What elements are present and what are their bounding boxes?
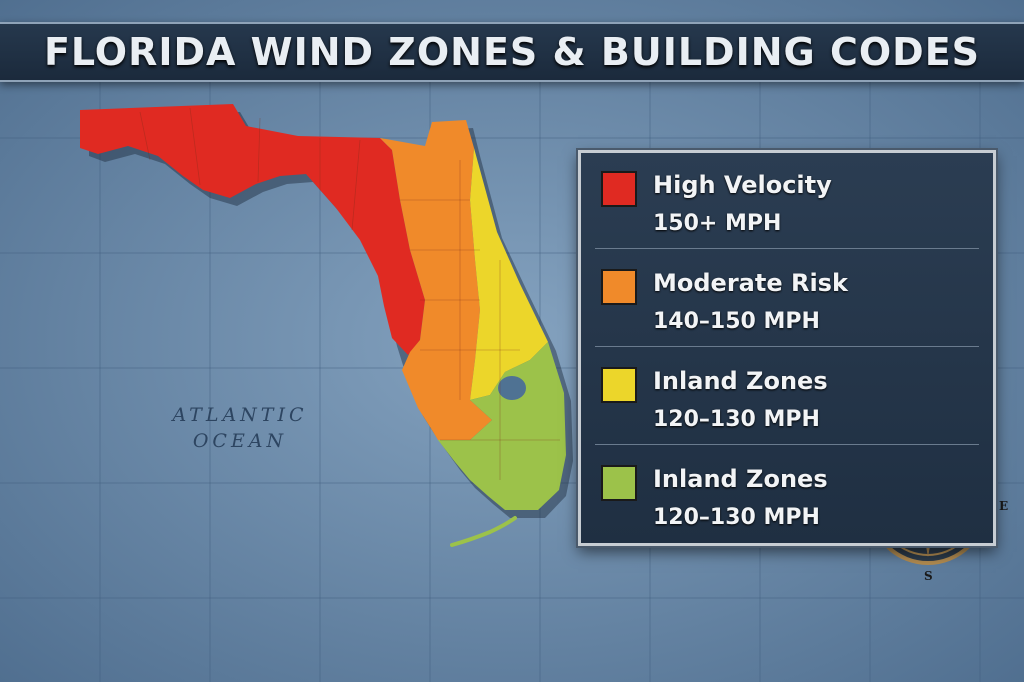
legend-label: Inland Zones	[653, 465, 828, 493]
compass-east-label: E	[999, 499, 1009, 513]
legend-panel: High Velocity 150+ MPH Moderate Risk 140…	[576, 148, 998, 548]
legend-swatch	[601, 171, 637, 207]
ocean-label-line-2: OCEAN	[192, 430, 288, 452]
legend-speed: 120–130 MPH	[653, 505, 820, 530]
legend-swatch	[601, 269, 637, 305]
legend-divider	[595, 248, 979, 249]
legend-item-inland-zones-yellow: Inland Zones 120–130 MPH	[581, 349, 993, 445]
legend-swatch	[601, 465, 637, 501]
legend-label: Inland Zones	[653, 367, 828, 395]
legend-label: Moderate Risk	[653, 269, 848, 297]
florida-map	[80, 104, 573, 547]
legend-item-inland-zones-green: Inland Zones 120–130 MPH	[581, 447, 993, 543]
zone-moderate-risk	[380, 120, 492, 440]
legend-swatch	[601, 367, 637, 403]
legend-label: High Velocity	[653, 171, 832, 199]
compass-south-label: S	[924, 569, 933, 583]
legend-speed: 150+ MPH	[653, 211, 782, 236]
ocean-label: ATLANTIC OCEAN	[150, 402, 330, 454]
map-title: FLORIDA WIND ZONES & BUILDING CODES	[43, 30, 981, 74]
lake-okeechobee	[498, 376, 526, 400]
zone-inland-green	[438, 342, 566, 510]
legend-item-high-velocity: High Velocity 150+ MPH	[581, 153, 993, 249]
zone-inland-yellow	[466, 120, 548, 400]
legend-item-moderate-risk: Moderate Risk 140–150 MPH	[581, 251, 993, 347]
zone-high-velocity	[80, 104, 425, 355]
legend-speed: 140–150 MPH	[653, 309, 820, 334]
ocean-label-line-1: ATLANTIC	[172, 404, 308, 426]
legend-divider	[595, 346, 979, 347]
legend-divider	[595, 444, 979, 445]
legend-speed: 120–130 MPH	[653, 407, 820, 432]
title-banner	[0, 22, 1024, 82]
